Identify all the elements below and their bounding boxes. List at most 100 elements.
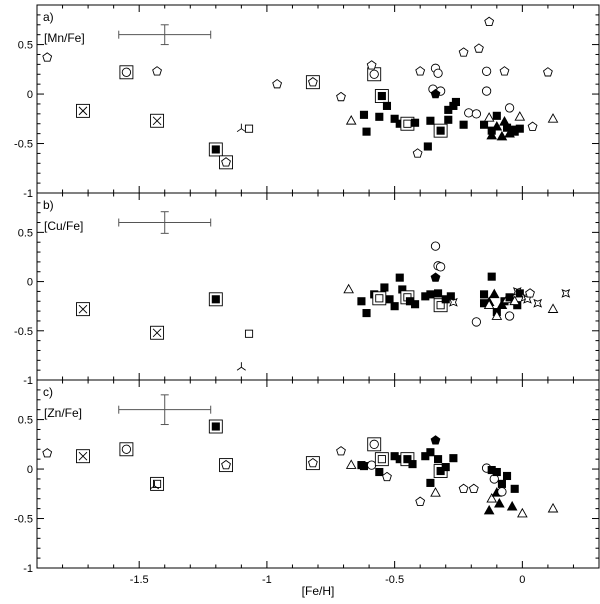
data-point-filled-square [382,101,392,110]
data-point-open-square [244,329,254,338]
data-point-filled-square [423,142,432,151]
data-point-open-pentagon [468,483,479,494]
data-point-filled-square [426,478,435,487]
data-point-boxed-open-circle [367,437,382,452]
data-point-open-pentagon [415,496,426,506]
data-point-filled-square [380,283,389,292]
data-point-open-pentagon [412,148,423,158]
data-point-open-pentagon [525,288,535,298]
data-point-filled-square [362,127,371,136]
data-point-open-triangle [345,115,357,125]
data-point-filled-square [492,111,501,120]
data-point-boxed-open-pentagon [219,458,233,473]
data-point-open-triangle [343,283,354,294]
x-tick-label: 0 [519,574,525,586]
data-point-boxed-x [150,113,165,128]
data-point-open-circle [366,460,377,470]
data-point-filled-pentagon [430,435,441,445]
panel-b-ylabel: [Cu/Fe] [44,219,83,233]
data-point-boxed-filled-square [374,89,389,103]
panel-c-letter: c) [43,385,53,399]
data-point-boxed-open-pentagon [305,456,320,471]
data-point-filled-square [479,120,489,129]
data-point-filled-square [375,112,384,121]
data-point-open-threeprong [236,123,246,133]
data-point-open-pentagon [366,60,377,70]
data-point-boxed-open-square [374,452,389,467]
data-point-open-triangle [547,303,559,313]
data-point-open-triangle [345,459,357,469]
y-tick-label: 0 [27,89,33,101]
data-point-open-pentagon [152,66,162,76]
data-point-filled-square [459,120,468,129]
data-point-boxed-open-pentagon [305,75,320,90]
panel-c: c) [Zn/Fe] -1 -0.5 0 0.5 [14,379,600,575]
data-point-open-circle [471,109,482,119]
y-tick-label: 0 [27,277,33,289]
data-point-boxed-open-circle [119,65,134,80]
data-point-boxed-x [76,103,90,118]
data-point-filled-square [444,115,453,124]
data-point-filled-square [357,297,366,306]
data-point-boxed-x [76,302,90,317]
panel-b-frame [36,192,600,381]
data-point-open-star4 [561,289,571,298]
data-point-open-threeprong [149,480,160,490]
data-point-filled-square [492,467,501,477]
data-point-open-pentagon [415,66,426,76]
data-point-filled-square [515,289,524,298]
data-point-open-triangle [483,112,495,122]
panel-c-frame [36,379,600,569]
panel-a: a) [Mn/Fe] -1 -0.5 0 0.5 [14,4,600,200]
y-tick-label: -0.5 [14,514,33,526]
data-point-filled-square [451,97,460,107]
data-point-open-circle [504,311,515,321]
data-point-filled-square [479,290,489,299]
data-point-filled-triangle [506,500,518,511]
y-tick-label: 0.5 [18,40,33,52]
data-point-open-pentagon [499,66,510,76]
data-point-open-circle [435,262,446,272]
panel-a-points [42,16,559,170]
data-point-boxed-open-circle [367,67,382,82]
y-tick-label: 0.5 [18,227,33,239]
data-point-boxed-x [150,325,165,340]
data-point-filled-square [408,460,417,469]
data-point-open-pentagon [382,471,392,482]
panel-a-ylabel: [Mn/Fe] [44,31,85,45]
data-point-open-triangle [486,493,498,503]
data-point-filled-triangle [486,129,498,140]
data-point-filled-square [502,471,512,481]
data-point-filled-square [510,484,519,493]
data-point-boxed-filled-square [433,123,448,138]
data-point-open-pentagon [543,67,553,77]
data-point-open-pentagon [336,91,346,102]
x-tick-label: -1 [262,574,272,586]
data-point-open-triangle [491,310,503,320]
data-point-open-pentagon [336,446,346,456]
data-point-filled-square [390,114,399,123]
data-point-open-circle [504,103,515,113]
panel-a-letter: a) [43,10,54,24]
data-point-boxed-open-pentagon [219,155,233,170]
data-point-boxed-filled-square [208,142,223,157]
data-point-filled-square [390,302,399,311]
panel-a-error-bar [118,24,212,46]
data-point-open-circle [433,68,443,78]
data-point-filled-pentagon [430,272,441,282]
data-point-open-circle [481,86,492,96]
data-point-filled-square [362,309,371,318]
data-point-open-pentagon [474,43,484,53]
y-tick-label: -1 [23,188,33,200]
panel-b-letter: b) [43,198,54,212]
data-point-filled-triangle [491,120,503,131]
data-point-boxed-filled-square [208,292,223,307]
data-point-filled-square [515,124,524,133]
x-tick-label: -0.5 [385,574,404,586]
data-point-filled-square [426,448,435,457]
data-point-open-pentagon [484,16,495,26]
data-point-open-pentagon [458,47,469,57]
y-tick-label: -0.5 [14,139,33,151]
panel-a-frame [36,4,600,194]
